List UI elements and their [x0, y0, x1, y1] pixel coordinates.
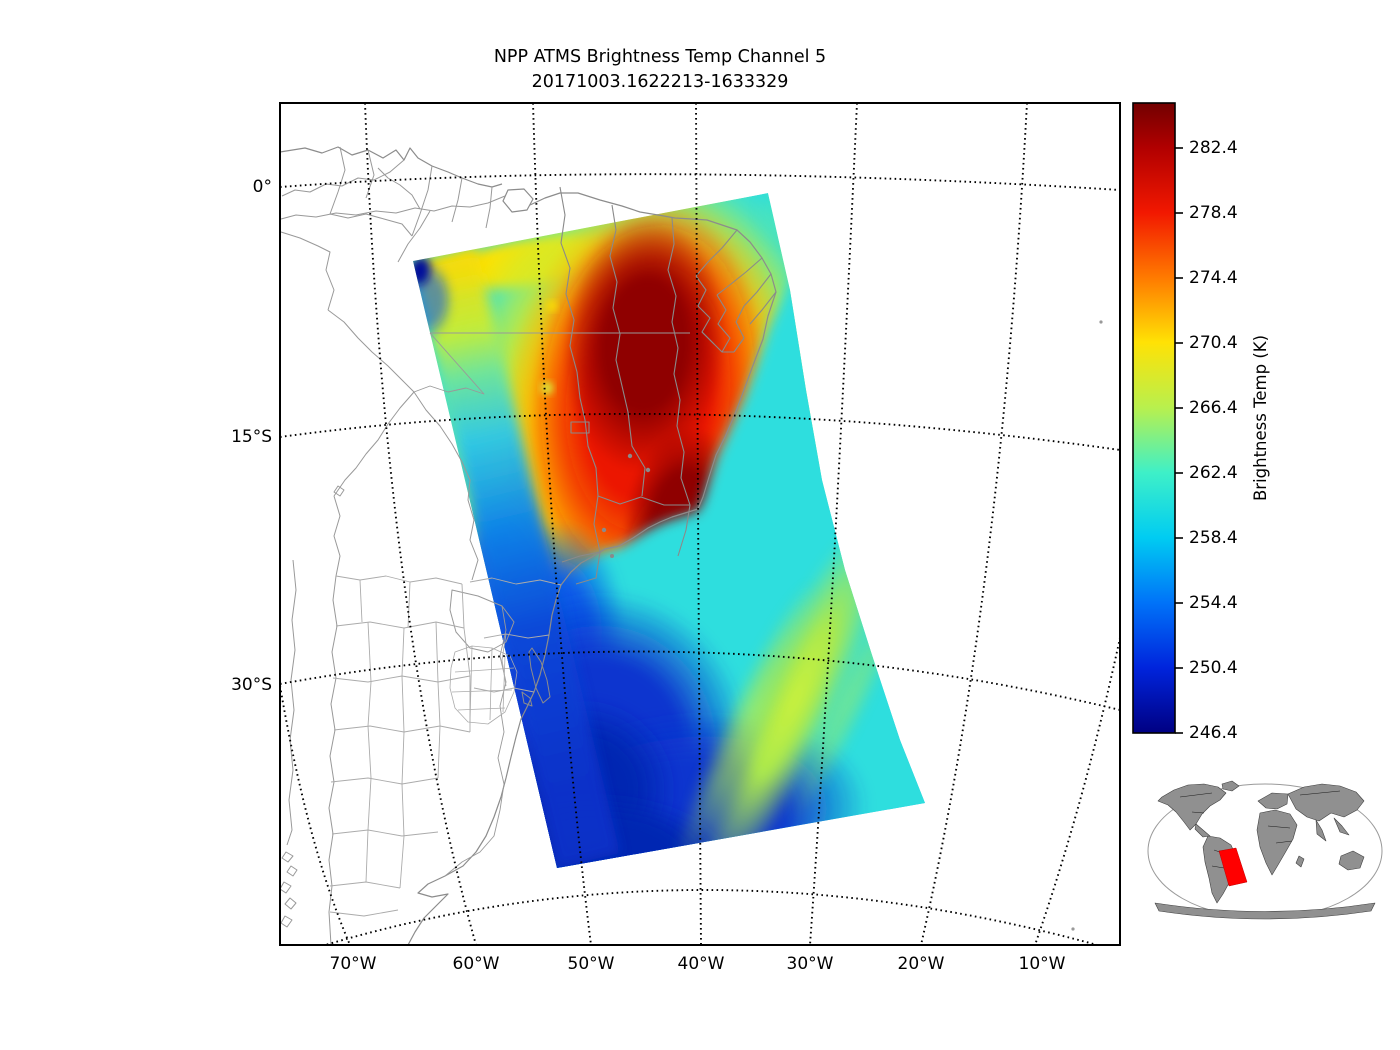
- state-borders: [559, 186, 777, 585]
- rio-madeira: [397, 210, 431, 263]
- cbtick-270: 270.4: [1189, 333, 1238, 353]
- meridian-40w: [695, 103, 702, 945]
- lagoon-patos: [528, 647, 551, 704]
- cbtick-274: 274.4: [1189, 268, 1238, 288]
- meridian-20w: [920, 103, 1028, 945]
- ytick-15s: 15°S: [231, 427, 272, 447]
- chile-coast: [286, 559, 297, 846]
- europe: [1257, 792, 1289, 810]
- border-bolivia-peru: [333, 391, 415, 497]
- xtick-70w: 70°W: [329, 954, 377, 974]
- lake-titicaca: [333, 485, 345, 497]
- world-locator-inset: [1147, 780, 1383, 920]
- cbtick-246: 246.4: [1189, 723, 1238, 743]
- border-peru-brazil: [327, 309, 415, 393]
- map-frame: [279, 102, 1121, 946]
- meridian-10w: [1034, 633, 1120, 945]
- parana-river: [444, 605, 507, 877]
- africa: [1256, 809, 1298, 876]
- island-marajo: [502, 188, 534, 213]
- meridian-70w: [280, 679, 351, 945]
- xtick-10w: 10°W: [1018, 954, 1066, 974]
- madagascar: [1295, 855, 1305, 868]
- plot-subtitle: 20171003.1622213-1633329: [531, 72, 789, 92]
- australia: [1338, 850, 1365, 871]
- cbtick-282: 282.4: [1189, 138, 1238, 158]
- inset-country-borders: [1179, 790, 1341, 869]
- swath-footprint-marker: [1218, 847, 1248, 887]
- province-borders: [329, 575, 562, 917]
- graticule: [280, 103, 1120, 945]
- rio-negro: [377, 167, 421, 210]
- colorbar-label: Brightness Temp (K): [1251, 334, 1270, 502]
- cbtick-278: 278.4: [1189, 203, 1238, 223]
- plot-title: NPP ATMS Brightness Temp Channel 5: [493, 47, 827, 67]
- border-chile-argentina: [328, 575, 338, 945]
- meridian-50w: [532, 103, 592, 945]
- xtick-30w: 30°W: [786, 954, 834, 974]
- ocean-islet: [1099, 320, 1103, 324]
- xtick-50w: 50°W: [567, 954, 615, 974]
- asia: [1287, 783, 1365, 822]
- ytick-0deg: 0°: [252, 177, 272, 197]
- xtick-20w: 20°W: [897, 954, 945, 974]
- xtick-40w: 40°W: [677, 954, 725, 974]
- cbtick-262: 262.4: [1189, 463, 1238, 483]
- central-america: [1194, 823, 1211, 838]
- parallel-0: [280, 173, 1120, 191]
- parallel-15s: [280, 412, 1120, 451]
- parallel-45s: [322, 889, 1101, 945]
- southeast-asia: [1333, 817, 1350, 836]
- antarctica: [1154, 902, 1376, 920]
- amazon-river: [280, 195, 506, 220]
- meridian-60w: [364, 103, 477, 945]
- coastline-brazil: [407, 192, 777, 945]
- cbtick-266: 266.4: [1189, 398, 1238, 418]
- border-acre: [413, 332, 485, 395]
- satellite-swath: [413, 193, 925, 868]
- orinoco-river: [281, 159, 405, 197]
- cbtick-258: 258.4: [1189, 528, 1238, 548]
- greenland: [1221, 780, 1240, 792]
- colorbar: [1132, 102, 1183, 734]
- lagoon-mirim: [521, 691, 533, 707]
- ytick-30s: 30°S: [231, 675, 272, 695]
- india: [1315, 819, 1327, 842]
- colorbar-ticks: [1175, 147, 1183, 734]
- meridian-30w: [809, 103, 858, 945]
- border-paraguay: [449, 589, 515, 653]
- rivers-and-borders: [280, 146, 690, 945]
- xtick-60w: 60°W: [452, 954, 500, 974]
- cbtick-254: 254.4: [1189, 593, 1238, 613]
- north-america: [1157, 783, 1227, 831]
- cbtick-250: 250.4: [1189, 658, 1238, 678]
- ocean-islet: [1071, 927, 1075, 931]
